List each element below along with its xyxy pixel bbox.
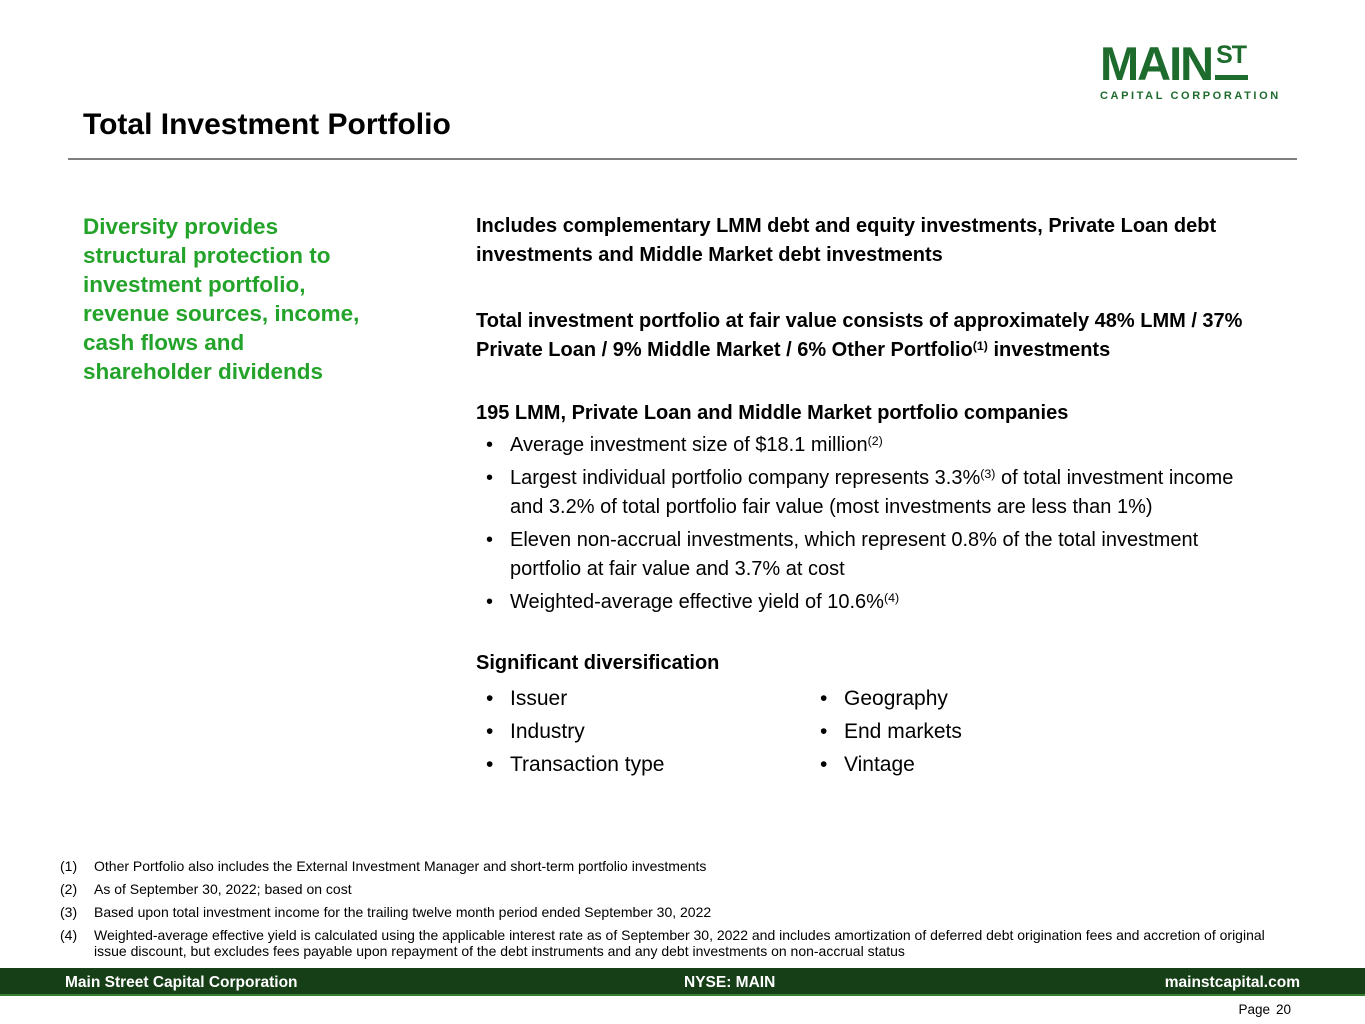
footnote-text: Based upon total investment income for t… — [94, 904, 712, 920]
bullet-effective-yield: Weighted-average effective yield of 10.6… — [476, 588, 1271, 617]
key-message-line: cash flows and — [83, 330, 245, 355]
footnote-3: (3) Based upon total investment income f… — [60, 904, 1265, 920]
page-label: Page — [1238, 1002, 1270, 1017]
key-message-line: shareholder dividends — [83, 359, 324, 384]
portfolio-mix-tail: investments — [987, 339, 1111, 361]
list-item-transaction-type: Transaction type — [476, 748, 810, 781]
diversification-heading: Significant diversification — [476, 652, 720, 674]
footer-company-name: Main Street Capital Corporation — [65, 974, 298, 991]
footnote-4: (4) Weighted-average effective yield is … — [60, 927, 1265, 959]
logo-wordmark: MAIN ST — [1100, 40, 1281, 87]
bullet-text-tail: of total investment income and 3.2% of t… — [510, 467, 1234, 518]
list-item-end-markets: End markets — [810, 715, 962, 748]
footnote-text: Weighted-average effective yield is calc… — [94, 927, 1265, 959]
bullet-text: Weighted-average effective yield of 10.6… — [510, 591, 884, 613]
main-content: Includes complementary LMM debt and equi… — [476, 212, 1271, 781]
key-message-line: revenue sources, income, — [83, 301, 360, 326]
companies-heading: 195 LMM, Private Loan and Middle Market … — [476, 402, 1069, 424]
footer-website: mainstcapital.com — [1164, 974, 1300, 991]
logo-main-text: MAIN — [1100, 37, 1214, 90]
diversification-columns: Issuer Industry Transaction type Geograp… — [476, 682, 1271, 781]
bullet-text: Largest individual portfolio company rep… — [510, 467, 981, 489]
footnote-ref-3: (3) — [980, 467, 996, 482]
bullet-largest-company: Largest individual portfolio company rep… — [476, 464, 1271, 522]
footer-ticker: NYSE: MAIN — [684, 974, 776, 991]
list-item-geography: Geography — [810, 682, 962, 715]
page-title: Total Investment Portfolio — [83, 108, 451, 141]
page-number: Page 20 — [1232, 1002, 1291, 1017]
footnote-2: (2) As of September 30, 2022; based on c… — [60, 881, 1265, 897]
key-message-line: structural protection to — [83, 243, 331, 268]
portfolio-mix-text: Total investment portfolio at fair value… — [476, 310, 1243, 361]
paragraph-investment-types: Includes complementary LMM debt and equi… — [476, 215, 1217, 266]
list-item-industry: Industry — [476, 715, 810, 748]
key-message-line: Diversity provides — [83, 214, 279, 239]
footnote-number: (4) — [60, 927, 78, 943]
bullet-text: Average investment size of $18.1 million — [510, 434, 868, 456]
bullet-non-accrual: Eleven non-accrual investments, which re… — [476, 526, 1271, 584]
bullet-average-size: Average investment size of $18.1 million… — [476, 431, 1271, 460]
page-number-value: 20 — [1275, 1002, 1291, 1017]
portfolio-bullet-list: Average investment size of $18.1 million… — [476, 431, 1271, 617]
footnote-number: (1) — [60, 858, 78, 874]
diversification-right-list: Geography End markets Vintage — [810, 682, 962, 781]
key-message-line: investment portfolio, — [83, 272, 306, 297]
footnote-ref-4: (4) — [883, 591, 900, 606]
footnote-number: (2) — [60, 881, 78, 897]
footnote-text: As of September 30, 2022; based on cost — [94, 881, 352, 897]
diversification-left-list: Issuer Industry Transaction type — [476, 682, 810, 781]
mainst-logo: MAIN ST CAPITAL CORPORATION — [1100, 40, 1281, 102]
logo-subtitle: CAPITAL CORPORATION — [1100, 90, 1281, 102]
key-message: Diversity provides structural protection… — [83, 212, 443, 386]
footnote-ref-1: (1) — [972, 339, 988, 354]
footnote-1: (1) Other Portfolio also includes the Ex… — [60, 858, 1265, 874]
footnote-ref-2: (2) — [867, 434, 883, 449]
footnotes: (1) Other Portfolio also includes the Ex… — [60, 858, 1265, 966]
logo-st-superscript: ST — [1215, 43, 1249, 80]
footnote-number: (3) — [60, 904, 78, 920]
footer-bar: Main Street Capital Corporation NYSE: MA… — [0, 968, 1365, 996]
bullet-text: Eleven non-accrual investments, which re… — [510, 529, 1199, 580]
title-divider — [68, 158, 1297, 160]
paragraph-portfolio-mix: Total investment portfolio at fair value… — [476, 307, 1271, 365]
list-item-issuer: Issuer — [476, 682, 810, 715]
footnote-text: Other Portfolio also includes the Extern… — [94, 858, 707, 874]
list-item-vintage: Vintage — [810, 748, 962, 781]
